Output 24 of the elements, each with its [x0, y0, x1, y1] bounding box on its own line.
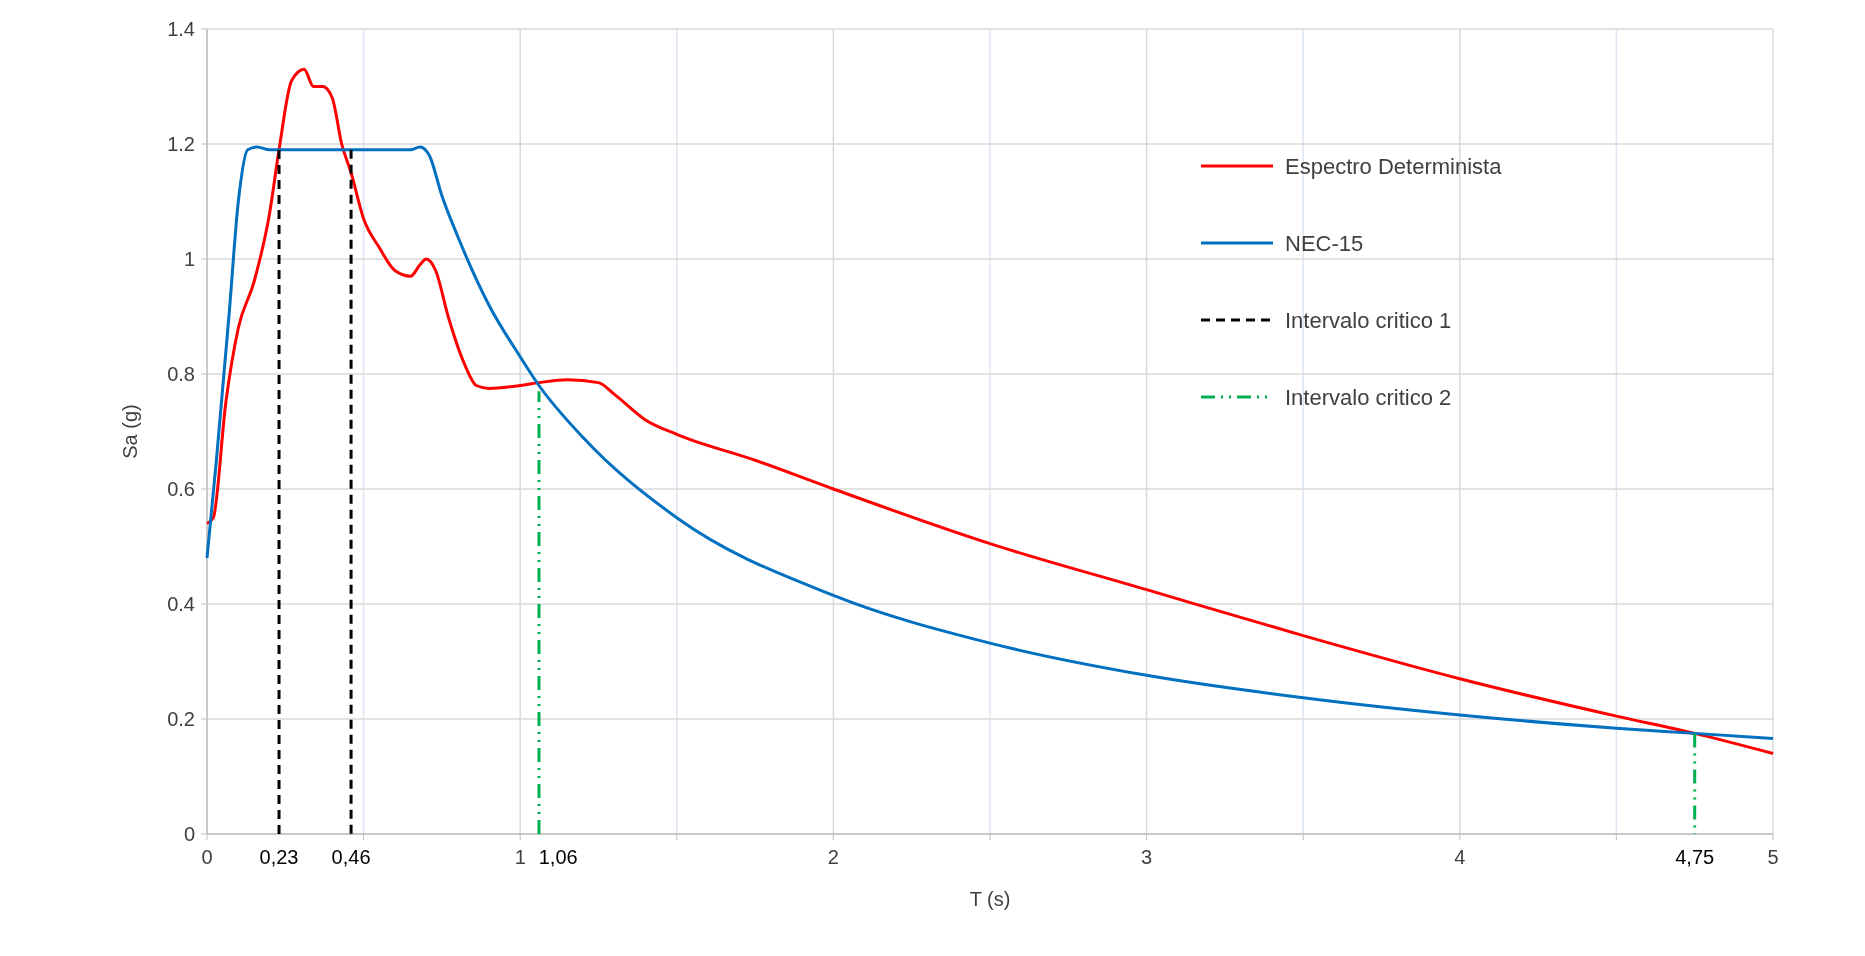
- y-tick-label: 1: [183, 248, 195, 270]
- legend-label: Intervalo critico 2: [1285, 384, 1452, 410]
- y-tick-label: 0: [183, 823, 195, 845]
- y-tick-label: 0.6: [167, 478, 195, 500]
- x-tick-label: 4: [1454, 846, 1466, 868]
- x-tick-label: 5: [1767, 846, 1779, 868]
- legend-label: NEC-15: [1285, 230, 1364, 256]
- x-axis-title: T (s): [969, 888, 1011, 910]
- annotation: 4,75: [1675, 846, 1715, 868]
- y-tick-label: 0.4: [167, 593, 195, 615]
- legend-label: Espectro Determinista: [1285, 153, 1503, 179]
- y-tick-label: 0.2: [167, 708, 195, 730]
- y-axis-title: Sa (g): [119, 404, 141, 459]
- y-tick-label: 0.8: [167, 363, 195, 385]
- y-tick-label: 1.2: [167, 133, 195, 155]
- annotation: 0,23: [259, 846, 299, 868]
- x-tick-label: 2: [827, 846, 839, 868]
- legend-label: Intervalo critico 1: [1285, 307, 1452, 333]
- annotation: 0,46: [331, 846, 371, 868]
- x-tick-label: 3: [1141, 846, 1153, 868]
- y-tick-label: 1.4: [167, 18, 195, 40]
- annotation: 1,06: [538, 846, 578, 868]
- x-tick-label: 0: [201, 846, 213, 868]
- x-tick-label: 1: [514, 846, 526, 868]
